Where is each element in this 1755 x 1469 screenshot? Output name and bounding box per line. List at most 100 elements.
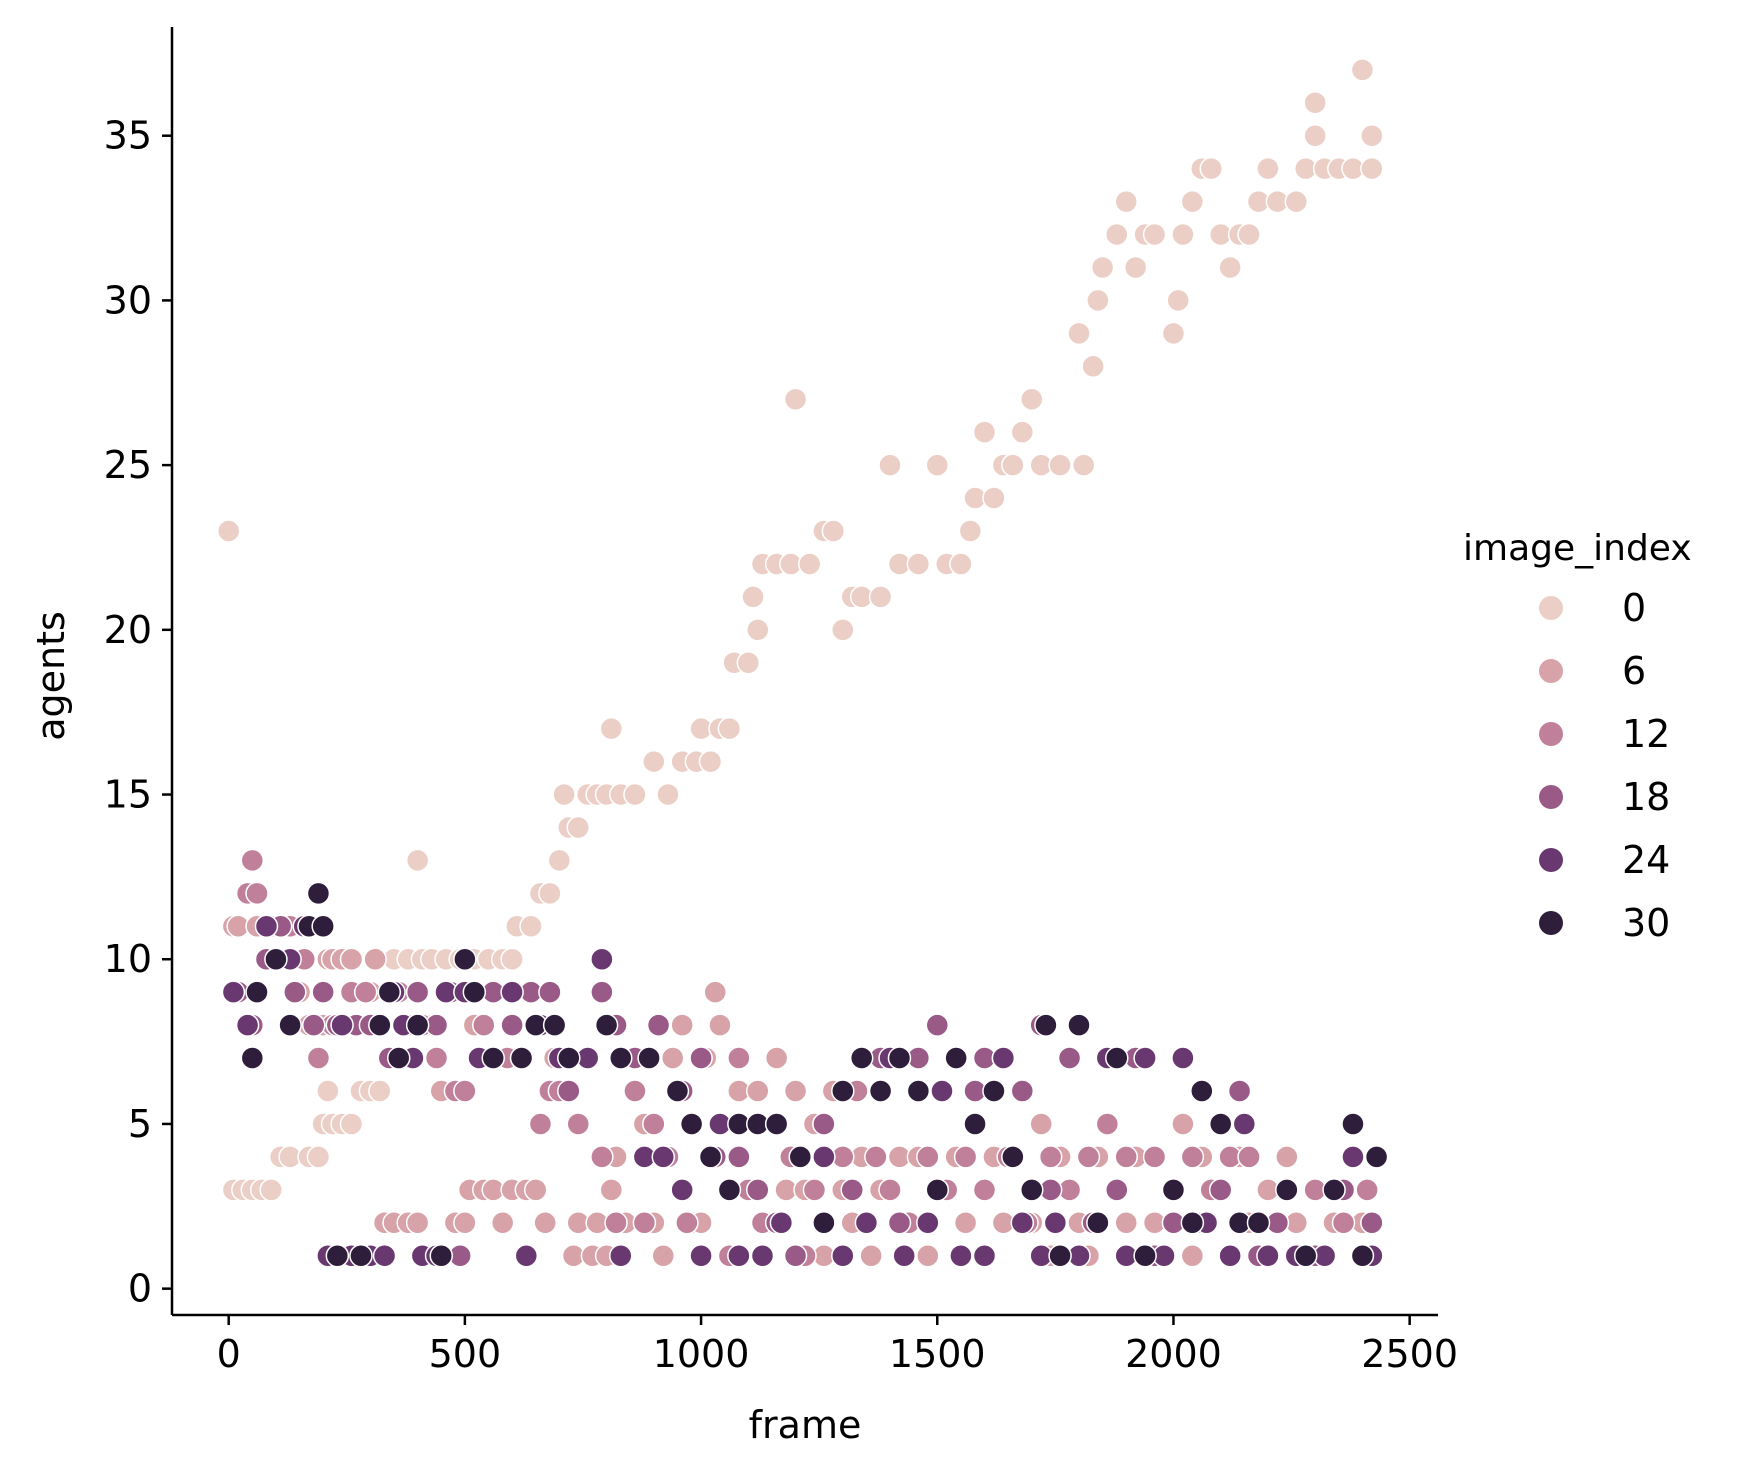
- data-point: [557, 1079, 581, 1103]
- y-tick-label: 15: [104, 773, 152, 817]
- data-point: [949, 552, 973, 576]
- data-point: [538, 881, 562, 906]
- data-point: [1208, 1178, 1233, 1202]
- data-point: [849, 1046, 874, 1070]
- data-point: [339, 1112, 364, 1136]
- data-point: [1114, 189, 1138, 214]
- data-point: [500, 980, 524, 1004]
- data-point: [788, 1145, 813, 1169]
- data-point: [727, 1046, 751, 1070]
- data-point: [717, 716, 742, 741]
- x-tick-label: 0: [217, 1332, 241, 1376]
- data-point: [609, 1046, 633, 1070]
- data-point: [1232, 1112, 1257, 1136]
- data-point: [1237, 1145, 1261, 1169]
- data-point: [1067, 1013, 1091, 1037]
- data-point: [1199, 156, 1224, 181]
- data-point: [746, 1079, 770, 1103]
- series-0: [216, 58, 1384, 1202]
- data-point: [240, 1046, 265, 1070]
- data-point: [462, 980, 487, 1004]
- data-point: [1133, 1243, 1157, 1268]
- data-point: [1048, 453, 1072, 477]
- data-point: [854, 1211, 879, 1235]
- data-point: [698, 1145, 723, 1169]
- axes-layer: [170, 27, 1438, 1317]
- data-point: [1180, 1211, 1205, 1235]
- data-point: [245, 980, 269, 1004]
- data-point: [552, 782, 576, 807]
- data-point: [632, 1211, 657, 1235]
- data-point: [949, 1243, 973, 1268]
- data-point: [953, 1211, 978, 1235]
- data-point: [1275, 1145, 1299, 1169]
- data-point: [1071, 453, 1096, 477]
- data-point: [972, 1178, 997, 1202]
- data-point: [953, 1145, 978, 1169]
- data-point: [812, 1211, 836, 1235]
- x-tick-label: 2000: [1125, 1332, 1222, 1376]
- data-point: [306, 881, 331, 906]
- data-point: [821, 519, 846, 543]
- data-point: [651, 1243, 676, 1268]
- data-point: [405, 1013, 430, 1037]
- data-point: [868, 585, 893, 609]
- data-point: [1019, 1178, 1044, 1202]
- data-point: [906, 1079, 931, 1103]
- data-point: [353, 980, 378, 1004]
- data-point: [642, 1112, 666, 1136]
- data-point: [1303, 91, 1327, 115]
- data-point: [925, 453, 950, 477]
- data-point: [254, 914, 279, 939]
- legend-label: 6: [1622, 649, 1646, 693]
- data-point: [679, 1112, 704, 1136]
- y-tick-label: 35: [104, 114, 152, 158]
- y-tick-label: 0: [128, 1267, 152, 1311]
- data-point: [1142, 1145, 1167, 1169]
- data-point: [1133, 1046, 1157, 1070]
- data-point: [519, 914, 543, 939]
- data-point: [1076, 1145, 1101, 1169]
- data-point: [509, 1046, 534, 1070]
- data-point: [1237, 222, 1261, 247]
- data-point: [604, 1211, 628, 1235]
- data-point: [972, 420, 997, 444]
- data-point: [453, 1211, 477, 1235]
- data-point: [453, 947, 477, 971]
- data-point: [429, 1243, 454, 1268]
- data-point: [590, 1145, 614, 1169]
- legend-label: 18: [1622, 775, 1670, 819]
- data-point: [1275, 1178, 1299, 1202]
- y-ticks: 0 5 10 15 20 25 30 35: [104, 114, 172, 1311]
- data-point: [235, 1013, 260, 1037]
- data-point: [1001, 1145, 1025, 1169]
- data-point: [958, 519, 983, 543]
- data-point: [405, 980, 430, 1004]
- data-point: [892, 1243, 916, 1268]
- legend-label: 12: [1622, 712, 1670, 756]
- data-point: [1341, 1112, 1365, 1136]
- data-point: [538, 980, 562, 1004]
- data-point: [240, 848, 265, 873]
- data-point: [363, 947, 387, 971]
- data-point: [1166, 288, 1190, 313]
- series-30: [240, 881, 1389, 1268]
- data-point: [283, 980, 307, 1004]
- data-point: [1114, 1211, 1138, 1235]
- data-point: [831, 1243, 855, 1268]
- data-point: [566, 815, 591, 840]
- data-point: [547, 848, 572, 873]
- legend: image_index 0 6 12 18 24 30: [1463, 528, 1692, 945]
- data-point: [623, 1079, 647, 1103]
- data-point: [557, 1046, 581, 1070]
- data-point: [1090, 255, 1115, 280]
- data-point: [982, 486, 1006, 510]
- legend-marker: [1539, 659, 1563, 683]
- data-point: [1067, 321, 1091, 346]
- data-point: [802, 1178, 827, 1202]
- data-point: [330, 1013, 354, 1037]
- data-point: [831, 618, 855, 642]
- data-point: [741, 585, 765, 609]
- data-point: [490, 1211, 515, 1235]
- data-point: [368, 1013, 392, 1037]
